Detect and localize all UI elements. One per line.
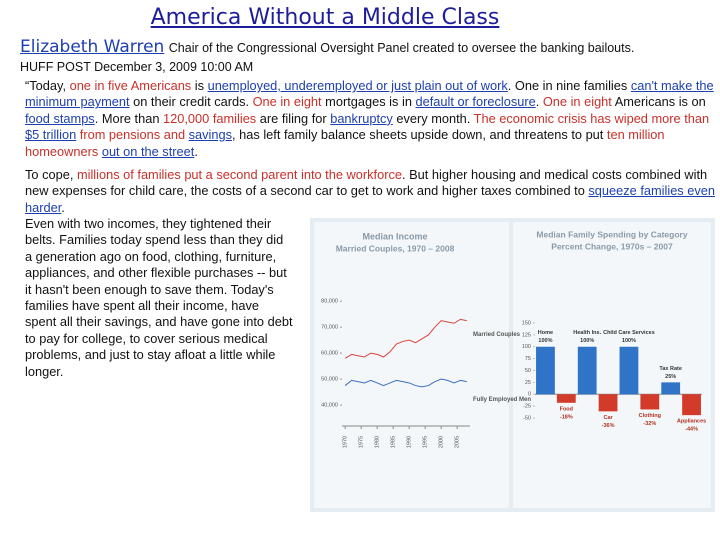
text-run: every month. [392, 110, 474, 126]
text-run: . One in nine families [507, 78, 631, 93]
text-run: One in eight [542, 94, 612, 110]
bar [661, 382, 681, 395]
link[interactable]: savings [188, 127, 233, 143]
chart-subtitle: Married Couples, 1970 – 2008 [336, 243, 455, 253]
value-label: 100% [580, 338, 594, 344]
chart-subtitle: Percent Change, 1970s – 2007 [551, 241, 673, 251]
panel [314, 222, 509, 508]
category-label: Health Ins. [573, 330, 601, 336]
x-tick-label: 1975 [359, 436, 365, 448]
role: Chair of the Congressional Oversight Pan… [168, 41, 635, 55]
text-run: 120,000 families [163, 110, 257, 126]
category-label: Food [560, 406, 573, 412]
value-label: -32% [643, 421, 656, 427]
series-label: Fully Employed Men [473, 397, 531, 403]
y-tick-label: 75 [525, 356, 531, 362]
y-tick-label: 100 [522, 344, 531, 350]
bar [536, 346, 555, 395]
text-run: . But higher housing and medical costs c… [25, 167, 708, 199]
text-run: on their credit cards. [129, 94, 253, 110]
y-tick-label: 40,000 [321, 402, 338, 408]
category-label: Child Care Services [603, 330, 655, 336]
paragraph: To cope, millions of families put a seco… [25, 167, 715, 216]
link[interactable]: default or foreclosure [415, 94, 536, 110]
text-run: . [535, 94, 543, 110]
bar [577, 346, 597, 395]
bar [556, 394, 576, 403]
y-tick-label: 0 [528, 392, 531, 398]
value-label: -36% [602, 423, 615, 429]
y-tick-label: 60,000 [321, 351, 338, 357]
series-label: Married Couples [473, 332, 521, 338]
text-run: ten million homeowners [25, 127, 665, 159]
x-tick-label: 1980 [375, 436, 381, 448]
x-tick-label: 1970 [343, 436, 349, 448]
line [344, 378, 467, 388]
y-tick-label: 150 [522, 320, 531, 326]
value-label: -44% [685, 427, 698, 433]
chart-title: Median Income [362, 231, 427, 241]
y-tick-label: 70,000 [321, 325, 338, 331]
text-run: mortgages is in [321, 94, 416, 110]
chart-title: Median Family Spending by Category [536, 229, 687, 239]
value-label: 100% [622, 338, 636, 344]
paragraph: Even with two incomes, they tightened th… [25, 216, 293, 380]
text-run: . [61, 199, 65, 215]
byline: HUFF POST December 3, 2009 10:00 AM [20, 60, 254, 74]
author[interactable]: Elizabeth Warren [20, 37, 165, 57]
text-run: are filing for [256, 110, 331, 126]
x-tick-label: 1995 [423, 436, 429, 448]
author-line: Elizabeth Warren Chair of the Congressio… [20, 37, 634, 57]
x-tick-label: 1985 [391, 436, 397, 448]
value-label: -18% [560, 414, 573, 420]
category-label: Home [538, 330, 553, 336]
x-tick-label: 2005 [455, 436, 461, 448]
bar [598, 394, 618, 412]
text-run: . More than [94, 110, 164, 126]
text-run: One in eight [252, 94, 322, 110]
y-tick-label: -25 [523, 404, 531, 410]
link[interactable]: bankruptcy [330, 110, 393, 126]
text-run: is [191, 78, 208, 93]
x-tick-label: 1990 [407, 436, 413, 448]
text-run: . [194, 143, 198, 159]
link[interactable]: $5 trillion [25, 127, 77, 143]
category-label: Tax Rate [659, 366, 682, 372]
category-label: Appliances [677, 419, 706, 425]
link[interactable]: can't make the minimum payment [25, 78, 714, 110]
text-run: from pensions and [76, 127, 189, 143]
link[interactable]: out on the street [101, 143, 195, 159]
bar [640, 394, 660, 410]
link[interactable]: food stamps [25, 110, 95, 126]
figure: Median Income Married Couples, 1970 – 200… [310, 218, 715, 512]
y-tick-label: 25 [525, 380, 531, 386]
y-tick-label: 125 [522, 332, 531, 338]
category-label: Clothing [639, 413, 661, 419]
text-run: To cope, [25, 167, 77, 182]
text-run: one in five Americans [69, 78, 192, 93]
x-tick-label: 2000 [439, 436, 445, 448]
link[interactable]: unemployed, underemployed or just plain … [207, 78, 508, 93]
line [344, 318, 467, 359]
y-tick-label: 80,000 [321, 299, 338, 305]
paragraph: “Today, one in five Americans is unemplo… [25, 78, 715, 160]
text-run: , has left family balance sheets upside … [232, 127, 607, 143]
category-label: Car [603, 415, 613, 421]
text-run: millions of families put a second parent… [76, 167, 402, 182]
value-label: 25% [665, 374, 676, 380]
bar [619, 346, 639, 395]
link[interactable]: squeeze families even harder [25, 183, 716, 215]
bar [682, 394, 701, 416]
y-tick-label: 50,000 [321, 377, 338, 383]
title: America Without a Middle Class [150, 5, 500, 30]
text-run: Americans is on [611, 94, 706, 110]
y-tick-label: -50 [523, 415, 531, 421]
y-tick-label: 50 [525, 368, 531, 374]
text-run: The economic crisis has wiped more than [473, 110, 710, 126]
value-label: 100% [538, 338, 552, 344]
text-run: Even with two incomes, they tightened th… [25, 216, 293, 379]
text-run: “Today, [25, 78, 70, 93]
